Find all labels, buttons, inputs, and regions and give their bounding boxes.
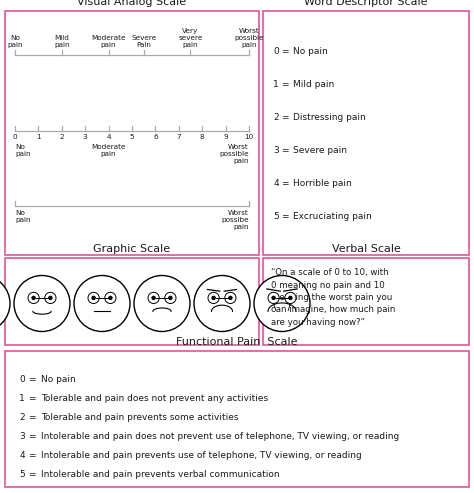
Text: 1: 1 <box>19 394 25 403</box>
Text: Moderate
pain: Moderate pain <box>91 35 126 48</box>
Text: No
pain: No pain <box>7 35 23 48</box>
Circle shape <box>88 292 99 304</box>
Circle shape <box>288 296 292 300</box>
Circle shape <box>225 292 236 304</box>
Text: =: = <box>281 80 289 89</box>
Circle shape <box>254 276 310 331</box>
Text: 8: 8 <box>200 134 204 140</box>
Text: =: = <box>281 113 289 122</box>
Text: Severe
Pain: Severe Pain <box>131 35 156 48</box>
Circle shape <box>74 276 130 331</box>
Text: Mild pain: Mild pain <box>293 80 334 89</box>
Text: 5: 5 <box>19 470 25 479</box>
Text: 4: 4 <box>273 179 279 188</box>
Text: Tolerable and pain does not prevent any activities: Tolerable and pain does not prevent any … <box>41 394 268 403</box>
Circle shape <box>208 292 219 304</box>
Circle shape <box>105 292 116 304</box>
Text: =: = <box>28 432 36 441</box>
Text: Graphic Scale: Graphic Scale <box>93 244 171 254</box>
Text: 0: 0 <box>273 47 279 56</box>
Text: =: = <box>28 451 36 460</box>
Text: 7: 7 <box>176 134 181 140</box>
Text: 6: 6 <box>153 134 158 140</box>
Text: 2: 2 <box>273 113 279 122</box>
Circle shape <box>285 292 296 304</box>
Circle shape <box>45 292 56 304</box>
Text: =: = <box>281 146 289 155</box>
Text: 5: 5 <box>273 212 279 221</box>
Circle shape <box>194 276 250 331</box>
Circle shape <box>268 292 279 304</box>
Circle shape <box>148 292 159 304</box>
Text: Excruciating pain: Excruciating pain <box>293 212 372 221</box>
Circle shape <box>28 292 39 304</box>
Text: Word Descriptor Scale: Word Descriptor Scale <box>304 0 428 7</box>
Text: Very
severe
pain: Very severe pain <box>178 28 203 48</box>
Circle shape <box>0 276 10 331</box>
Text: No
pain: No pain <box>15 144 30 157</box>
Text: Intolerable and pain prevents verbal communication: Intolerable and pain prevents verbal com… <box>41 470 280 479</box>
Circle shape <box>165 292 176 304</box>
Text: Tolerable and pain prevents some activities: Tolerable and pain prevents some activit… <box>41 413 238 422</box>
Text: “On a scale of 0 to 10, with
0 meaning no pain and 10
meaning the worst pain you: “On a scale of 0 to 10, with 0 meaning n… <box>271 268 395 327</box>
Circle shape <box>91 296 96 300</box>
Text: 3: 3 <box>19 432 25 441</box>
Text: No pain: No pain <box>293 47 328 56</box>
Text: No
pain: No pain <box>15 210 30 223</box>
Circle shape <box>48 296 53 300</box>
Text: 4: 4 <box>19 451 25 460</box>
Text: 2: 2 <box>60 134 64 140</box>
Text: =: = <box>281 179 289 188</box>
Text: 0: 0 <box>19 375 25 384</box>
Circle shape <box>108 296 113 300</box>
Circle shape <box>14 276 70 331</box>
Text: Visual Analog Scale: Visual Analog Scale <box>77 0 187 7</box>
Text: No pain: No pain <box>41 375 76 384</box>
Text: =: = <box>281 212 289 221</box>
Text: =: = <box>28 394 36 403</box>
Text: 1: 1 <box>36 134 41 140</box>
Circle shape <box>271 296 276 300</box>
Text: 5: 5 <box>130 134 134 140</box>
Text: Distressing pain: Distressing pain <box>293 113 366 122</box>
Circle shape <box>228 296 233 300</box>
Text: 1: 1 <box>273 80 279 89</box>
Text: Verbal Scale: Verbal Scale <box>331 244 401 254</box>
Text: =: = <box>281 47 289 56</box>
Text: 0: 0 <box>13 134 18 140</box>
Text: Mild
pain: Mild pain <box>54 35 70 48</box>
Text: Intolerable and pain does not prevent use of telephone, TV viewing, or reading: Intolerable and pain does not prevent us… <box>41 432 399 441</box>
Circle shape <box>31 296 36 300</box>
Text: 2: 2 <box>19 413 25 422</box>
Text: Worst
possibe
pain: Worst possibe pain <box>221 210 249 230</box>
Text: Functional Pain  Scale: Functional Pain Scale <box>176 337 298 347</box>
Text: 4: 4 <box>106 134 111 140</box>
Text: 3: 3 <box>273 146 279 155</box>
Text: =: = <box>28 375 36 384</box>
Text: 3: 3 <box>83 134 88 140</box>
Text: =: = <box>28 413 36 422</box>
Text: 9: 9 <box>223 134 228 140</box>
Circle shape <box>168 296 173 300</box>
Text: Intolerable and pain prevents use of telephone, TV viewing, or reading: Intolerable and pain prevents use of tel… <box>41 451 362 460</box>
Text: Severe pain: Severe pain <box>293 146 347 155</box>
Text: Worst
possible
pain: Worst possible pain <box>219 144 249 164</box>
Text: 10: 10 <box>245 134 254 140</box>
Text: Worst
possible
pain: Worst possible pain <box>234 28 264 48</box>
Circle shape <box>151 296 156 300</box>
Text: Moderate
pain: Moderate pain <box>91 144 126 157</box>
Circle shape <box>211 296 216 300</box>
Text: =: = <box>28 470 36 479</box>
Circle shape <box>134 276 190 331</box>
Text: Horrible pain: Horrible pain <box>293 179 352 188</box>
